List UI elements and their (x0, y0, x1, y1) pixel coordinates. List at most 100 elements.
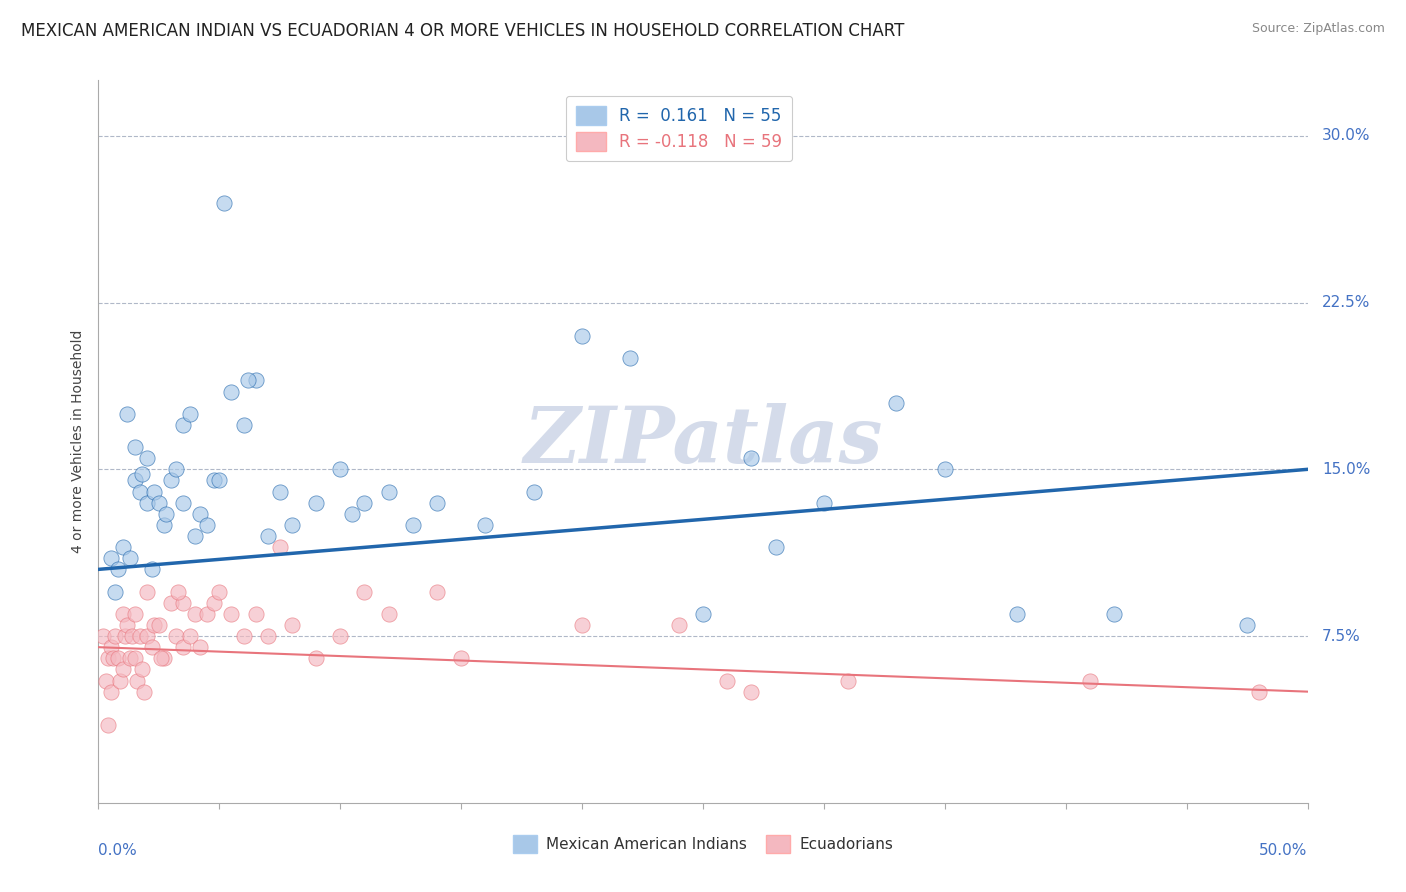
Point (97, 718, 120, 732)
Point (353, 496, 375, 510)
Point (305, 496, 328, 510)
Point (165, 629, 187, 643)
Point (402, 517, 425, 532)
Point (1249, 684, 1271, 698)
Point (426, 584, 449, 599)
Point (342, 507, 364, 521)
Text: 30.0%: 30.0% (1322, 128, 1371, 144)
Point (143, 484, 166, 499)
Point (212, 195, 235, 210)
Point (152, 651, 174, 665)
Point (221, 384, 243, 399)
Point (204, 474, 226, 488)
Point (208, 584, 231, 599)
Point (353, 584, 375, 599)
Point (765, 540, 787, 554)
Point (152, 517, 174, 532)
Point (128, 484, 150, 499)
Point (127, 673, 149, 688)
Point (377, 484, 399, 499)
Point (107, 651, 129, 665)
Point (91, 629, 114, 643)
Text: ZIPatlas: ZIPatlas (523, 403, 883, 480)
Point (232, 629, 254, 643)
Point (141, 562, 163, 576)
Point (155, 507, 177, 521)
Point (150, 651, 173, 665)
Point (100, 551, 122, 566)
Point (450, 651, 472, 665)
Point (179, 407, 201, 421)
Point (101, 651, 124, 665)
Text: 22.5%: 22.5% (1322, 295, 1371, 310)
Point (426, 496, 449, 510)
Point (135, 496, 157, 510)
Point (143, 618, 166, 632)
Point (165, 462, 187, 476)
Point (184, 529, 207, 543)
Point (107, 562, 129, 576)
Point (117, 407, 139, 421)
Y-axis label: 4 or more Vehicles in Household: 4 or more Vehicles in Household (72, 330, 86, 553)
Point (245, 373, 267, 387)
Text: 50.0%: 50.0% (1260, 843, 1308, 857)
Point (377, 607, 399, 621)
Point (1078, 673, 1101, 688)
Point (886, 395, 908, 409)
Point (172, 496, 194, 510)
Point (184, 607, 207, 621)
Point (1236, 618, 1258, 632)
Point (135, 451, 157, 466)
Point (128, 629, 150, 643)
Point (934, 462, 956, 476)
Point (111, 662, 134, 676)
Point (108, 673, 131, 688)
Point (238, 373, 260, 387)
Point (837, 673, 859, 688)
Point (167, 584, 190, 599)
Point (188, 507, 211, 521)
Point (195, 517, 218, 532)
Point (269, 540, 291, 554)
Point (619, 351, 641, 366)
Point (1102, 607, 1125, 621)
Point (281, 618, 304, 632)
Point (571, 618, 593, 632)
Point (124, 474, 146, 488)
Point (329, 462, 352, 476)
Text: 15.0%: 15.0% (1322, 462, 1371, 477)
Point (571, 329, 593, 343)
Point (104, 629, 127, 643)
Point (111, 540, 134, 554)
Point (256, 629, 278, 643)
Point (523, 484, 546, 499)
Point (160, 596, 183, 610)
Point (281, 517, 304, 532)
Point (118, 551, 141, 566)
Point (134, 684, 156, 698)
Point (131, 467, 153, 481)
Point (172, 640, 194, 655)
Point (245, 607, 267, 621)
Point (141, 640, 163, 655)
Point (100, 640, 122, 655)
Point (172, 417, 194, 432)
Point (256, 529, 278, 543)
Point (100, 684, 122, 698)
Text: 0.0%: 0.0% (98, 843, 138, 857)
Point (135, 584, 157, 599)
Text: 7.5%: 7.5% (1322, 629, 1361, 643)
Point (94, 673, 117, 688)
Point (135, 629, 157, 643)
Point (221, 607, 243, 621)
Point (740, 684, 762, 698)
Point (104, 584, 127, 599)
Point (208, 474, 231, 488)
Text: MEXICAN AMERICAN INDIAN VS ECUADORIAN 4 OR MORE VEHICLES IN HOUSEHOLD CORRELATIO: MEXICAN AMERICAN INDIAN VS ECUADORIAN 4 … (21, 22, 904, 40)
Point (148, 496, 170, 510)
Point (124, 607, 146, 621)
Point (668, 618, 690, 632)
Point (232, 417, 254, 432)
Point (716, 673, 738, 688)
Point (195, 607, 218, 621)
